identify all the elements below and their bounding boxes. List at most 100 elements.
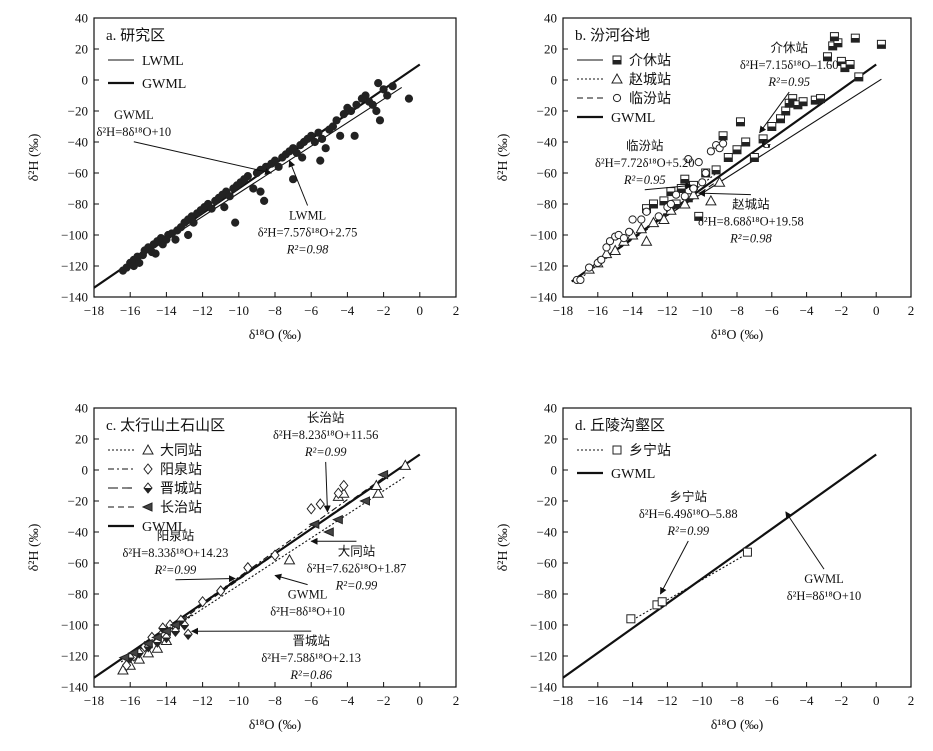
data-point	[169, 620, 180, 630]
annotation: 介休站 δ²H=7.15δ¹⁸O–1.60 R²=0.95	[740, 41, 839, 134]
legend-label: GWML	[142, 520, 186, 535]
legend-label: GWML	[611, 467, 655, 482]
legend-marker	[612, 55, 622, 65]
data-point	[605, 237, 615, 246]
data-point	[713, 176, 726, 187]
annotation-text: GWML	[288, 588, 328, 602]
x-axis-label: δ¹⁸O (‰)	[711, 328, 764, 343]
data-point	[161, 631, 172, 644]
data-point	[850, 33, 860, 43]
y-tick-label: −80	[537, 197, 557, 212]
legend-entry: 乡宁站	[577, 442, 671, 459]
data-point	[377, 469, 389, 480]
data-point	[370, 479, 383, 490]
x-tick-label: −10	[692, 303, 712, 318]
data-point	[332, 514, 343, 525]
data-point	[672, 190, 681, 199]
data-point	[256, 187, 265, 196]
data-point	[654, 212, 663, 221]
y-tick-label: −40	[68, 525, 88, 540]
x-tick-label: −4	[340, 303, 354, 318]
data-point	[368, 100, 377, 109]
y-tick-label: 0	[82, 73, 89, 88]
y-tick-label: −100	[61, 618, 88, 633]
annotation-text: R²=0.99	[154, 563, 197, 577]
x-tick-label: −4	[800, 303, 814, 318]
x-tick-label: −18	[553, 303, 573, 318]
x-axis-label: δ¹⁸O (‰)	[249, 328, 302, 343]
data-point	[718, 131, 728, 141]
data-point	[680, 174, 690, 184]
annotation-text: δ²H=6.49δ¹⁸O–5.88	[639, 507, 738, 521]
data-point	[758, 134, 768, 144]
x-tick-label: 2	[453, 303, 460, 318]
x-tick-label: 0	[873, 303, 880, 318]
legend-marker	[143, 482, 153, 494]
annotation-text: R²=0.95	[623, 173, 666, 187]
data-point	[283, 553, 296, 565]
annotation: 晋城站 δ²H=7.58δ¹⁸O+2.13 R²=0.86	[191, 627, 361, 682]
data-point	[374, 79, 383, 88]
data-point	[619, 234, 629, 243]
y-axis-label: δ²H (‰)	[27, 133, 42, 181]
data-point	[298, 153, 307, 162]
data-point	[292, 148, 301, 157]
y-tick-label: −140	[530, 680, 557, 695]
annotation-arrow	[288, 159, 309, 206]
y-tick-label: −60	[537, 166, 557, 181]
y-tick-label: −40	[537, 525, 557, 540]
panel-title: d. 丘陵沟壑区	[575, 417, 665, 434]
data-point	[876, 39, 886, 49]
legend-entry: GWML	[108, 77, 186, 92]
legend-entry: 大同站	[108, 443, 202, 459]
annotation-arrow	[785, 511, 825, 570]
y-tick-label: −120	[530, 259, 557, 274]
annotation: 长治站 δ²H=8.23δ¹⁸O+11.56 R²=0.99	[273, 411, 378, 513]
legend-label: LWML	[142, 54, 184, 69]
legend-entry: 赵城站	[577, 72, 671, 88]
y-tick-label: −80	[68, 587, 88, 602]
data-point	[315, 498, 325, 510]
legend-marker	[143, 463, 153, 475]
legend-marker	[611, 72, 623, 84]
data-point	[243, 172, 252, 181]
legend-label: 赵城站	[629, 72, 671, 88]
x-tick-label: −14	[622, 693, 643, 708]
legend-entry: GWML	[577, 111, 655, 126]
data-point	[689, 184, 698, 193]
data-point	[626, 614, 636, 624]
legend-label: GWML	[611, 111, 655, 126]
annotation-text: δ²H=7.62δ¹⁸O+1.87	[307, 561, 407, 575]
data-point	[788, 94, 798, 104]
data-point	[640, 235, 653, 246]
data-point	[742, 547, 752, 557]
annotation-text: R²=0.95	[767, 75, 810, 89]
annotation-text: δ²H=7.72δ¹⁸O+5.20	[595, 156, 695, 170]
y-tick-label: 20	[544, 42, 557, 57]
fit-line-GWML	[94, 453, 421, 679]
data-point	[845, 60, 855, 69]
data-point	[249, 184, 258, 193]
y-tick-label: −120	[61, 259, 88, 274]
y-tick-label: 40	[544, 401, 557, 416]
data-point	[183, 628, 193, 641]
annotation-arrow	[175, 575, 236, 583]
y-tick-label: 0	[82, 463, 89, 478]
data-point	[346, 106, 356, 116]
data-point	[657, 597, 667, 607]
data-point	[359, 496, 370, 506]
legend-entry: LWML	[108, 54, 184, 69]
x-tick-label: −4	[800, 693, 814, 708]
x-tick-label: −16	[120, 693, 141, 708]
data-point	[383, 91, 392, 100]
data-point	[648, 199, 658, 209]
data-point	[749, 153, 759, 162]
y-tick-label: −80	[68, 197, 88, 212]
x-tick-label: −16	[120, 303, 141, 318]
data-point	[372, 106, 381, 116]
annotation-arrow	[133, 141, 273, 176]
y-tick-label: 20	[75, 42, 88, 57]
y-tick-label: −120	[61, 649, 88, 664]
data-point	[372, 487, 385, 498]
